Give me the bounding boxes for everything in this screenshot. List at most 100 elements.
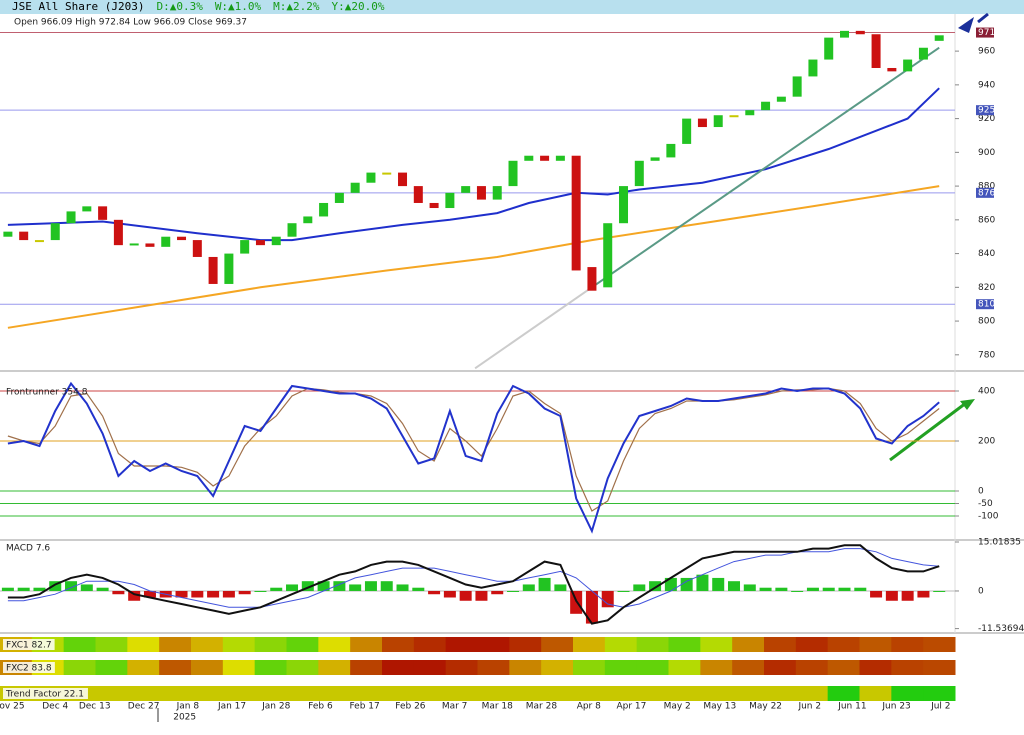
heat-cell	[477, 660, 510, 675]
heat-cell	[191, 686, 224, 701]
header: JSE All Share (J203) D:▲0.3% W:▲1.0% M:▲2.2…	[0, 0, 1024, 14]
candle	[634, 160, 644, 187]
candle	[508, 160, 518, 187]
indicator-line	[474, 286, 593, 370]
heat-cell	[668, 660, 701, 675]
histogram-bar	[143, 590, 156, 598]
candle	[129, 243, 139, 246]
level-label: 925	[978, 106, 995, 116]
x-tick-label: Feb 17	[350, 702, 380, 712]
candle	[161, 236, 171, 247]
level-label-bg	[976, 299, 994, 310]
heat-cell	[636, 637, 669, 652]
candle	[697, 118, 707, 128]
histogram-bar	[222, 590, 235, 598]
heat-cell	[286, 686, 319, 701]
x-tick-label: Jun 23	[881, 702, 910, 712]
heat-cell	[795, 660, 829, 675]
heat-cell	[159, 637, 192, 652]
candle	[19, 231, 29, 241]
heat-cell	[254, 660, 287, 675]
heat-cell	[827, 660, 860, 675]
histogram-bar	[17, 587, 30, 591]
heat-cell	[668, 637, 701, 652]
histogram-bar	[522, 584, 535, 591]
y-tick-label: -100	[978, 512, 999, 522]
change: M:▲2.2%	[273, 0, 320, 13]
candle	[713, 115, 723, 128]
y-tick-label: 0	[978, 586, 984, 596]
heat-cell	[509, 686, 542, 701]
heat-cell	[382, 686, 415, 701]
x-tick-label: May 2	[664, 702, 691, 712]
heat-cell	[891, 686, 924, 701]
histogram-bar	[475, 590, 488, 601]
heat-cell	[636, 686, 669, 701]
candle	[255, 240, 265, 246]
candle	[208, 256, 218, 284]
histogram-bar	[412, 587, 425, 591]
heat-cell	[222, 660, 256, 675]
heat-cell	[700, 686, 733, 701]
x-tick-label: May 13	[703, 702, 736, 712]
change: Y:▲20.0%	[331, 0, 385, 13]
heat-cell	[573, 660, 606, 675]
panel-title: Frontrunner 354.8	[6, 388, 88, 398]
candle	[145, 243, 155, 247]
heat-cell	[222, 686, 256, 701]
histogram-bar	[601, 590, 614, 608]
y-tick-label: 820	[978, 283, 995, 293]
histogram-bar	[112, 590, 125, 595]
heat-cell	[573, 686, 606, 701]
histogram-bar	[538, 577, 551, 591]
candle	[3, 231, 13, 237]
heat-cell	[923, 686, 956, 701]
row-label: FXC2 83.8	[6, 664, 52, 674]
candle	[492, 186, 502, 200]
heat-cell	[318, 686, 351, 701]
histogram-bar	[49, 581, 62, 591]
candle	[934, 35, 944, 41]
heat-cell	[318, 660, 351, 675]
heat-cell	[127, 686, 160, 701]
level-label-bg	[976, 27, 994, 38]
level-label: 810	[978, 300, 995, 310]
histogram-bar	[507, 590, 520, 592]
heat-cell	[859, 660, 892, 675]
heat-cell	[732, 660, 765, 675]
histogram-bar	[380, 581, 393, 591]
heat-cell	[859, 686, 892, 701]
candle	[319, 202, 329, 217]
heat-cell	[859, 637, 892, 652]
candle	[445, 192, 455, 209]
heat-cell	[445, 660, 478, 675]
heat-cell	[700, 637, 733, 652]
heat-cell	[795, 686, 829, 701]
histogram-bar	[175, 590, 188, 598]
heat-cell	[254, 686, 287, 701]
indicator-line	[7, 185, 940, 329]
indicator-line	[591, 46, 940, 289]
candle	[729, 115, 739, 118]
heat-cell	[541, 637, 574, 652]
histogram-bar	[885, 590, 898, 601]
row-label-bg	[3, 639, 55, 650]
histogram-bar	[254, 590, 267, 592]
candle	[840, 30, 850, 38]
y-tick-label: 900	[978, 148, 995, 158]
heat-cell	[891, 660, 924, 675]
histogram-bar	[649, 581, 662, 591]
indicator-line	[7, 87, 940, 242]
candle	[303, 216, 313, 224]
candle	[540, 155, 550, 161]
histogram-bar	[696, 574, 709, 591]
histogram-bar	[286, 584, 299, 591]
y-tick-label: 940	[978, 80, 995, 90]
heat-cell	[604, 637, 638, 652]
candle	[271, 236, 281, 246]
candle	[50, 223, 60, 241]
x-tick-label: May 22	[749, 702, 782, 712]
histogram-bar	[585, 590, 598, 624]
